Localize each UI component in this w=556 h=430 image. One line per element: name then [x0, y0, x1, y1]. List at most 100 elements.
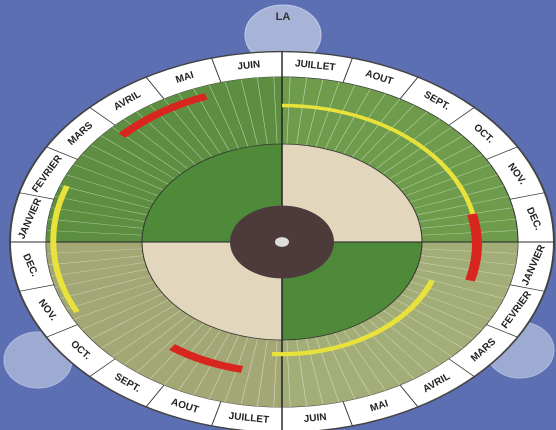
spoke	[81, 293, 164, 330]
band-divider	[19, 192, 55, 200]
spoke	[55, 268, 148, 288]
spoke	[416, 268, 509, 288]
band-divider	[145, 76, 165, 100]
spoke	[400, 293, 483, 330]
spoke	[306, 338, 324, 405]
spoke	[48, 218, 144, 229]
spoke	[257, 339, 268, 407]
spoke	[315, 81, 340, 147]
month-label: JUILLET	[228, 411, 269, 426]
spoke	[389, 304, 463, 349]
month-label: JUIN	[237, 59, 261, 72]
spoke	[73, 164, 159, 197]
band-divider	[342, 57, 353, 83]
band-divider	[399, 76, 419, 100]
band-divider	[448, 107, 475, 126]
spoke	[257, 77, 268, 145]
spoke	[360, 323, 415, 380]
spoke	[286, 339, 291, 408]
spoke	[112, 309, 182, 357]
spoke	[90, 299, 169, 340]
spoke	[421, 248, 518, 254]
band-divider	[145, 384, 165, 408]
spoke	[413, 275, 504, 299]
band-divider	[89, 358, 116, 377]
yellow-arc	[271, 279, 435, 357]
spoke	[418, 207, 513, 222]
disc	[9, 50, 555, 430]
band-divider	[399, 384, 419, 408]
red-arc	[169, 344, 244, 373]
spoke	[382, 127, 452, 175]
spoke	[405, 164, 491, 197]
spoke	[66, 281, 155, 310]
spoke	[136, 319, 197, 373]
band-divider	[19, 284, 55, 292]
band-divider	[211, 57, 222, 83]
spoke	[405, 287, 491, 320]
band-divider	[46, 146, 78, 160]
spoke	[123, 314, 189, 365]
spoke	[208, 84, 240, 149]
spoke	[420, 255, 516, 266]
band-divider	[211, 401, 222, 427]
band-divider	[509, 284, 545, 292]
spoke	[413, 185, 504, 209]
spoke	[48, 255, 144, 266]
spoke	[324, 84, 356, 149]
spoke	[334, 88, 371, 152]
spoke	[273, 76, 278, 145]
spoke	[334, 332, 371, 396]
spoke	[101, 135, 175, 180]
red-arc	[465, 213, 482, 282]
spoke	[360, 104, 415, 161]
spoke	[273, 339, 278, 408]
spoke	[421, 230, 518, 236]
spoke	[389, 135, 463, 180]
band-divider	[89, 107, 116, 126]
spoke	[90, 144, 169, 185]
spoke	[343, 93, 386, 155]
spoke	[409, 281, 498, 310]
spoke	[395, 299, 474, 340]
band-divider	[448, 358, 475, 377]
spoke	[375, 119, 441, 170]
spoke	[66, 174, 155, 203]
spoke	[51, 207, 146, 222]
spoke	[418, 262, 513, 277]
band-divider	[486, 146, 518, 160]
spoke	[296, 77, 307, 145]
spoke	[60, 275, 151, 299]
spoke	[224, 81, 249, 147]
spoke	[343, 329, 386, 391]
spoke	[395, 144, 474, 185]
month-label: MAI	[174, 70, 195, 86]
band-divider	[509, 192, 545, 200]
yellow-arc	[50, 185, 80, 313]
spoke	[73, 287, 159, 320]
spoke	[351, 98, 401, 158]
month-label: JUIN	[303, 412, 327, 425]
spoke	[240, 79, 258, 146]
spoke	[367, 319, 428, 373]
spoke	[81, 154, 164, 191]
tab-label: LA	[276, 11, 291, 23]
spoke	[315, 337, 340, 403]
band-divider	[342, 401, 353, 427]
spoke	[101, 304, 175, 349]
spoke	[351, 326, 401, 386]
spoke	[51, 262, 146, 277]
spoke	[382, 309, 452, 357]
spoke	[420, 218, 516, 229]
spoke	[367, 111, 428, 165]
spoke	[46, 230, 143, 236]
red-arc	[118, 93, 208, 138]
spoke	[240, 338, 258, 405]
spoke	[46, 248, 143, 254]
spoke	[306, 79, 324, 146]
spoke	[400, 154, 483, 191]
month-label: JUILLET	[294, 58, 335, 73]
spoke	[296, 339, 307, 407]
